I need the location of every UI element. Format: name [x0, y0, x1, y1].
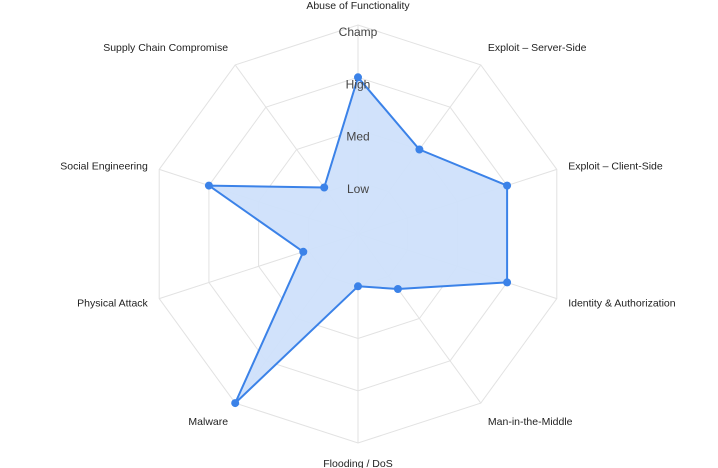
- data-point[interactable]: [393, 285, 402, 293]
- category-label: Social Engineering: [60, 161, 148, 173]
- data-point[interactable]: [415, 145, 424, 154]
- data-point[interactable]: [204, 181, 213, 190]
- data-point[interactable]: [231, 399, 240, 408]
- category-label: Exploit – Server-Side: [488, 42, 587, 54]
- level-label: Med: [346, 130, 369, 144]
- data-point[interactable]: [503, 278, 512, 287]
- data-point[interactable]: [354, 282, 362, 291]
- category-label: Abuse of Functionality: [306, 0, 410, 12]
- data-point[interactable]: [299, 247, 308, 256]
- level-label: Low: [347, 182, 369, 196]
- radar-series: [204, 73, 512, 408]
- category-label: Flooding / DoS: [323, 458, 392, 468]
- level-labels: Low Med High Champ: [339, 25, 378, 196]
- level-label: High: [346, 77, 371, 91]
- category-labels: Abuse of Functionality Exploit – Server-S…: [60, 0, 676, 468]
- category-label: Exploit – Client-Side: [568, 161, 663, 173]
- category-label: Man-in-the-Middle: [488, 416, 573, 428]
- category-label: Supply Chain Compromise: [103, 42, 228, 54]
- category-label: Identity & Authorization: [568, 297, 676, 309]
- data-point[interactable]: [354, 73, 362, 82]
- category-label: Malware: [188, 416, 228, 428]
- data-point[interactable]: [320, 183, 329, 192]
- category-label: Physical Attack: [77, 297, 148, 309]
- data-point[interactable]: [503, 181, 512, 190]
- level-label: Champ: [339, 25, 378, 39]
